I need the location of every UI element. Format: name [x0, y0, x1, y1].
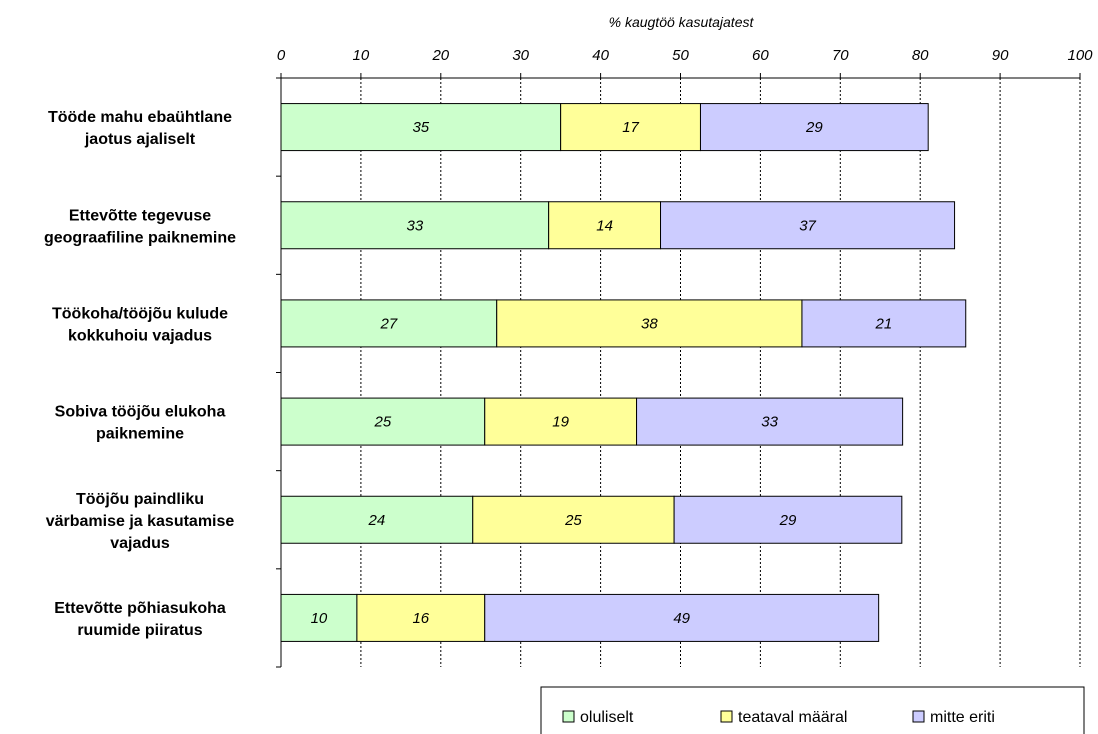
data-label: 27	[380, 315, 398, 332]
legend-label: mitte eriti	[930, 709, 995, 726]
bar-segment	[660, 201, 956, 250]
category-label: Töökoha/tööjõu kulude kokkuhoiu vajadus	[52, 305, 228, 344]
x-tick-label: 80	[912, 47, 929, 64]
x-tick-label: 40	[592, 47, 609, 64]
x-tick-label: 10	[353, 47, 370, 64]
x-axis-title: % kaugtöö kasutajatest	[609, 14, 755, 30]
data-label: 10	[311, 610, 328, 627]
bar-segment	[280, 299, 498, 348]
bar-segment	[472, 495, 675, 544]
bar-segment	[496, 299, 803, 348]
bar-segment	[484, 593, 880, 642]
data-label: 37	[799, 217, 816, 234]
gridlines	[360, 78, 1081, 667]
legend-label: oluliselt	[580, 709, 634, 726]
bar-segment	[356, 593, 486, 642]
x-tick-labels: 0 10 20 30 40 50 60 70 80 90 100	[277, 47, 1093, 64]
legend-box	[540, 686, 1085, 734]
data-label: 33	[761, 414, 778, 431]
data-label: 21	[875, 315, 893, 332]
legend-swatch	[562, 710, 575, 723]
bar-segment	[280, 397, 486, 446]
bar-segment	[801, 299, 967, 348]
x-tick-label: 30	[512, 47, 529, 64]
x-tick-label: 100	[1067, 47, 1093, 64]
legend-swatch	[912, 710, 925, 723]
data-label: 25	[564, 512, 582, 529]
bar-segment	[560, 103, 701, 152]
category-label: Ettevõtte põhiasukoha ruumide piiratus	[54, 600, 226, 639]
bar-segment	[673, 495, 903, 544]
category-label: Ettevõtte tegevuse geograafiline paiknemi…	[44, 207, 236, 246]
x-tick-label: 0	[277, 47, 286, 64]
x-tick-label: 70	[832, 47, 849, 64]
bar-segment	[699, 103, 929, 152]
data-label: 35	[412, 119, 429, 136]
data-label: 29	[805, 119, 823, 136]
axes	[276, 73, 1081, 668]
bar-segment	[280, 495, 474, 544]
x-tick-label: 20	[431, 47, 449, 64]
category-label: Sobiva tööjõu elukoha paiknemine	[55, 404, 226, 443]
data-label: 16	[412, 610, 429, 627]
data-label: 25	[374, 414, 392, 431]
data-label: 17	[622, 119, 639, 136]
data-label: 29	[779, 512, 797, 529]
category-label: Tööjõu paindliku värbamise ja kasutamise v…	[46, 491, 235, 552]
bar-segment	[548, 201, 662, 250]
legend-swatch	[720, 710, 733, 723]
category-labels: Tööde mahu ebaühtlane jaotus ajaliselt Ett…	[44, 109, 236, 639]
legend-label: teataval määral	[738, 709, 847, 726]
data-label: 49	[673, 610, 690, 627]
category-label: Tööde mahu ebaühtlane jaotus ajaliselt	[48, 109, 232, 148]
x-tick-label: 50	[672, 47, 689, 64]
data-label: 19	[552, 414, 569, 431]
data-label: 14	[596, 217, 613, 234]
x-tick-label: 60	[752, 47, 769, 64]
data-label: 24	[368, 512, 386, 529]
bar-segment	[636, 397, 904, 446]
bar-segment	[280, 201, 550, 250]
data-label: 33	[406, 217, 423, 234]
legend: oluliselt teataval määral mitte eriti	[540, 686, 1085, 734]
data-label: 38	[641, 315, 658, 332]
bar-segment	[280, 103, 562, 152]
bars: 35 17 29 33 14 37 27 38 21 25 19 33 24 25 29 10 16 49	[280, 103, 967, 642]
x-tick-label: 90	[992, 47, 1009, 64]
